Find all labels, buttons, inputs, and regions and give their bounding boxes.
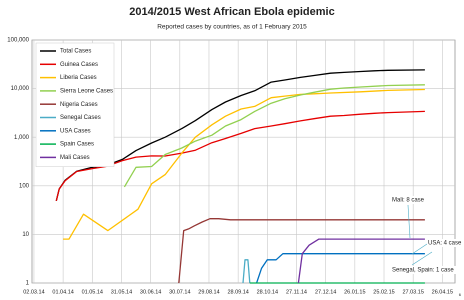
legend-label: Nigeria Cases — [60, 102, 98, 108]
y-tick-label: 100,000 — [7, 38, 29, 44]
series-line — [242, 259, 251, 284]
x-tick-label: 02.03.14 — [23, 289, 44, 295]
x-tick-label: 30.06.14 — [140, 289, 161, 295]
chart-subtitle: Reported cases by countries, as of 1 Feb… — [157, 24, 307, 31]
annotation-leader — [407, 204, 411, 239]
chart-title: 2014/2015 West African Ebola epidemic — [129, 6, 334, 18]
legend-label: USA Cases — [60, 128, 91, 134]
legend-label: Liberia Cases — [60, 75, 97, 81]
annotation: USA: 4 case — [428, 241, 462, 247]
series-line — [55, 110, 425, 202]
y-tick-label: 10 — [22, 232, 29, 238]
annotation-bg — [391, 266, 461, 274]
annotation-leader — [411, 243, 428, 255]
annotation-leader — [411, 251, 433, 266]
y-tick-label: 1,000 — [14, 135, 30, 141]
series-line — [55, 69, 425, 202]
y-tick-label: 1 — [26, 281, 30, 287]
x-tick-label: 27.12.14 — [315, 289, 336, 295]
x-tick-label: 28.10.14 — [257, 289, 278, 295]
series-line — [178, 218, 425, 284]
annotation: Mali: 8 case — [392, 198, 425, 204]
y-tick-label: 100 — [19, 183, 30, 189]
x-tick-label: 27.03.15 — [402, 289, 423, 295]
page-number: 6 — [459, 292, 462, 297]
legend-label: Guinea Cases — [60, 62, 98, 68]
legend-label: Sierra Leone Cases — [60, 88, 113, 94]
x-tick-label: 25.02.15 — [373, 289, 394, 295]
x-tick-label: 29.08.14 — [198, 289, 219, 295]
y-tick-label: 10,000 — [11, 86, 30, 92]
annotation-bg — [427, 239, 464, 247]
annotation-bg — [391, 196, 431, 204]
legend-label: Spain Cases — [60, 142, 94, 148]
series-line — [63, 88, 425, 240]
x-tick-label: 26.01.15 — [344, 289, 365, 295]
series-line — [123, 84, 425, 188]
x-tick-label: 27.11.14 — [286, 289, 307, 295]
x-tick-label: 30.07.14 — [169, 289, 190, 295]
series-line — [297, 238, 425, 284]
x-tick-label: 28.09.14 — [227, 289, 248, 295]
x-tick-label: 26.04.15 — [432, 289, 453, 295]
x-tick-label: 01.05.14 — [82, 289, 103, 295]
legend-label: Total Cases — [60, 49, 91, 55]
legend-label: Senegal Cases — [60, 115, 101, 121]
series-line — [255, 253, 425, 284]
annotation: Senegal, Spain: 1 case — [392, 268, 454, 274]
legend-label: Mali Cases — [60, 155, 90, 161]
x-tick-label: 01.04.14 — [52, 289, 73, 295]
x-tick-label: 31.05.14 — [111, 289, 132, 295]
